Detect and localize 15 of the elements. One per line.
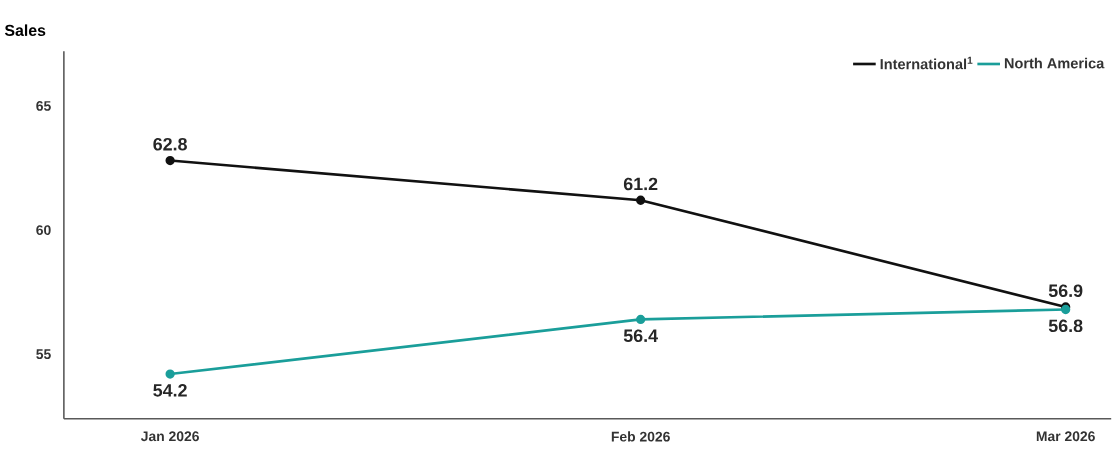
data-label: 54.2: [153, 383, 187, 397]
y-tick-label: 60: [36, 224, 51, 235]
x-tick-label: Feb 2026: [611, 431, 670, 442]
legend-label: North America: [1004, 57, 1105, 69]
y-tick-label: 55: [36, 349, 51, 359]
data-label: 56.9: [1048, 284, 1083, 297]
x-tick-label: Jan 2026: [140, 431, 199, 441]
y-tick-label: 65: [36, 100, 51, 111]
x-tick-label: Mar 2026: [1036, 431, 1095, 441]
data-label: 56.8: [1048, 319, 1083, 332]
data-label: 61.2: [623, 177, 658, 191]
legend-label: International$^{1}$: [880, 56, 973, 70]
y-axis-title: Sales: [4, 24, 46, 36]
data-label: 62.8: [153, 137, 187, 151]
data-label: 56.4: [623, 329, 658, 342]
